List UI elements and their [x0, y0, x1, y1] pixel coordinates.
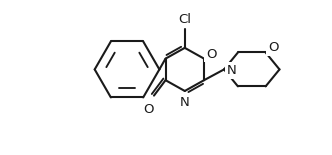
- Text: O: O: [207, 48, 217, 60]
- Text: O: O: [143, 103, 154, 116]
- Text: O: O: [268, 41, 279, 54]
- Text: Cl: Cl: [178, 13, 191, 26]
- Text: N: N: [227, 64, 237, 78]
- Text: N: N: [180, 96, 190, 109]
